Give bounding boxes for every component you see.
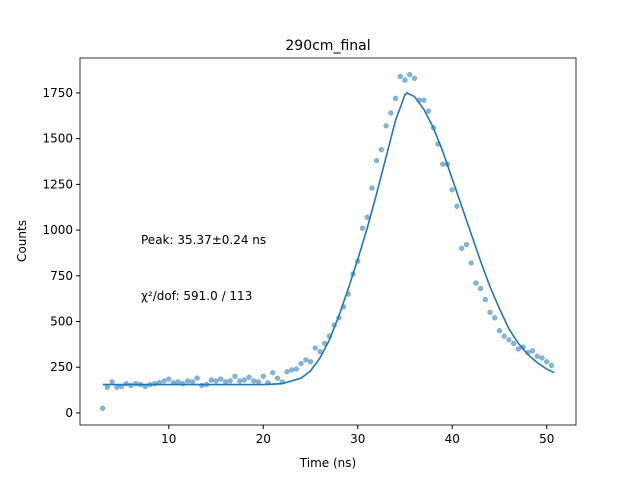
data-point xyxy=(463,242,470,248)
data-point xyxy=(425,108,432,114)
data-point xyxy=(388,110,394,116)
data-point xyxy=(194,375,200,381)
y-tick-label: 1000 xyxy=(42,223,73,237)
data-point xyxy=(274,375,281,381)
data-point xyxy=(477,285,484,292)
x-tick-label: 20 xyxy=(256,432,271,446)
data-point xyxy=(544,359,550,365)
data-point xyxy=(104,384,111,390)
data-point xyxy=(510,340,517,347)
x-tick-label: 40 xyxy=(445,432,460,446)
data-point xyxy=(218,376,224,382)
data-point xyxy=(534,353,540,359)
data-point xyxy=(459,245,465,252)
data-point xyxy=(284,369,290,375)
data-point xyxy=(222,379,229,385)
data-point xyxy=(175,379,181,385)
data-point xyxy=(482,296,488,303)
x-tick-label: 50 xyxy=(539,432,554,446)
data-point xyxy=(213,378,219,384)
data-point xyxy=(251,378,257,384)
data-point xyxy=(232,373,238,380)
data-point xyxy=(454,203,460,209)
annotation: χ²/dof: 591.0 / 113 xyxy=(141,289,252,303)
x-axis-label: Time (ns) xyxy=(299,456,356,470)
data-point xyxy=(364,214,370,220)
y-tick-label: 250 xyxy=(50,360,73,374)
data-point xyxy=(161,378,167,384)
x-tick-label: 30 xyxy=(350,432,365,446)
data-point xyxy=(109,379,115,385)
data-point xyxy=(506,337,512,343)
data-point xyxy=(496,327,503,334)
data-point xyxy=(407,71,413,78)
data-point xyxy=(260,373,266,380)
fit-line xyxy=(102,91,555,386)
data-point xyxy=(185,378,191,384)
data-point xyxy=(378,146,385,153)
data-point xyxy=(492,315,498,321)
data-point xyxy=(270,370,276,376)
data-point xyxy=(487,309,493,316)
data-point xyxy=(100,405,106,412)
data-point xyxy=(359,225,366,231)
chart-title: 290cm_final xyxy=(285,38,370,54)
data-point xyxy=(468,260,474,266)
data-point xyxy=(208,377,214,383)
data-point xyxy=(539,355,545,361)
data-point xyxy=(237,378,243,384)
data-point xyxy=(312,345,318,351)
y-tick-label: 500 xyxy=(50,315,73,329)
data-point xyxy=(374,157,380,164)
data-point xyxy=(166,376,172,382)
x-tick-label: 10 xyxy=(161,432,176,446)
data-point xyxy=(369,185,375,191)
data-point xyxy=(114,384,120,390)
data-point xyxy=(227,378,233,384)
data-point xyxy=(246,374,252,380)
data-point xyxy=(397,73,403,80)
y-tick-label: 1500 xyxy=(42,132,73,146)
data-point xyxy=(255,379,262,385)
data-point xyxy=(548,362,555,369)
annotation: Peak: 35.37±0.24 ns xyxy=(141,233,266,247)
data-point xyxy=(392,95,399,102)
data-point xyxy=(421,97,427,103)
y-tick-label: 1250 xyxy=(42,177,73,191)
data-point xyxy=(473,280,479,286)
data-point xyxy=(383,123,389,129)
y-tick-label: 750 xyxy=(50,269,73,283)
data-point xyxy=(501,333,507,339)
data-point xyxy=(189,379,196,385)
data-point xyxy=(402,77,408,83)
data-point xyxy=(288,367,295,373)
data-point xyxy=(449,187,455,193)
data-point xyxy=(529,348,536,354)
data-point xyxy=(241,377,248,383)
data-point xyxy=(298,360,304,367)
data-point xyxy=(317,349,323,355)
y-axis-label: Counts xyxy=(15,220,29,262)
y-tick-label: 0 xyxy=(65,406,73,420)
data-point xyxy=(411,75,418,81)
data-point xyxy=(293,366,300,372)
plot-frame xyxy=(79,57,577,426)
data-point xyxy=(307,359,314,365)
data-point xyxy=(440,161,446,167)
data-point xyxy=(303,357,309,363)
y-tick-label: 1750 xyxy=(42,86,73,100)
data-point xyxy=(515,346,522,352)
